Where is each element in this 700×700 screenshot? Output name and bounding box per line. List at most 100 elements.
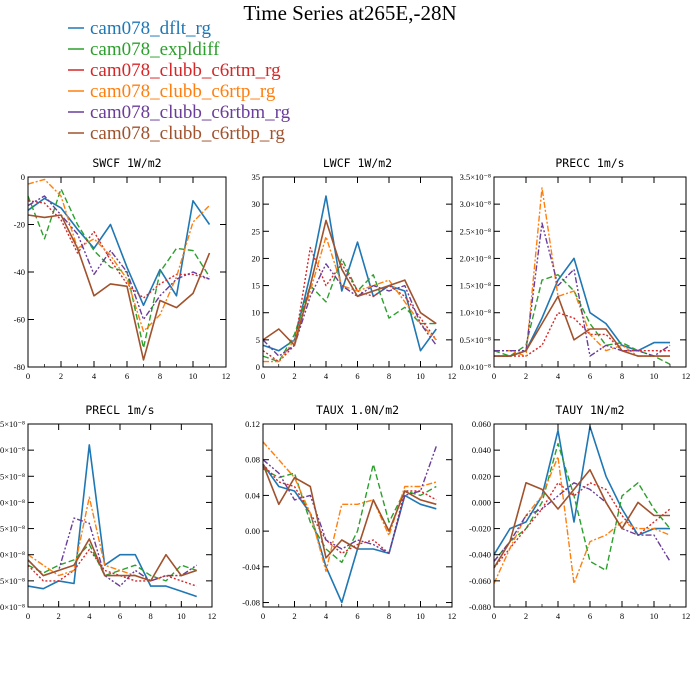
- y-tick-label: 35: [252, 172, 261, 182]
- chart-panel-2: LWCF 1W/m2 0 2 4 6 8 10 12 0 5 10 15 20 25 30 35: [252, 156, 457, 381]
- x-tick-label: 6: [588, 611, 592, 621]
- y-tick-label: 1.0×10⁻⁸: [460, 308, 491, 318]
- x-tick-label: 2: [292, 371, 296, 381]
- x-tick-label: 12: [448, 371, 457, 381]
- series-line-3: [262, 246, 437, 363]
- y-tick-label: -0.08: [242, 598, 260, 608]
- x-tick-label: 6: [118, 611, 122, 621]
- series-line-6: [494, 295, 670, 357]
- y-tick-label: 0.00: [245, 526, 260, 536]
- x-tick-label: 12: [448, 611, 457, 621]
- y-tick-label: 3.0×10⁻⁸: [460, 199, 491, 209]
- y-tick-label: 3.5×10⁻⁸: [0, 419, 25, 429]
- x-tick-label: 4: [556, 371, 561, 381]
- y-tick-label: 30: [252, 199, 261, 209]
- chart-panel-6: TAUY 1N/m2 0 2 4 6 8 10 12 -0.080 -0.060 -0.040 -0.…: [469, 403, 690, 621]
- panel-title: TAUY 1N/m2: [555, 403, 624, 417]
- legend-entry: cam078_expldiff: [90, 39, 220, 60]
- x-tick-label: 0: [261, 611, 265, 621]
- x-tick-label: 6: [125, 371, 129, 381]
- series-line-1: [27, 444, 197, 598]
- chart-panel-5: TAUX 1.0N/m2 0 2 4 6 8 10 12 -0.08 -0.04 0.00 0.04 0…: [242, 403, 456, 621]
- series-line-1: [493, 425, 670, 556]
- y-tick-label: 20: [252, 253, 261, 263]
- y-tick-label: 0.04: [245, 490, 261, 500]
- panel-title: PRECC 1m/s: [555, 156, 624, 170]
- x-tick-label: 4: [556, 611, 561, 621]
- series-line-1: [27, 197, 211, 307]
- series-line-4: [494, 187, 670, 357]
- chart-panel-3: PRECC 1m/s 0 2 4 6 8 10 12 0.0×10⁻⁸ 0.5×10⁻⁸ 1.0×1…: [460, 156, 691, 381]
- x-tick-label: 2: [524, 371, 528, 381]
- x-tick-label: 0: [261, 371, 265, 381]
- x-tick-label: 10: [650, 611, 659, 621]
- y-tick-label: -20: [14, 220, 25, 230]
- legend-entry: cam078_clubb_c6rtbm_rg: [90, 102, 291, 123]
- series-line-1: [494, 257, 670, 357]
- series-line-3: [262, 463, 437, 555]
- x-tick-label: 8: [620, 611, 624, 621]
- y-tick-label: 1.5×10⁻⁸: [0, 524, 25, 534]
- series-line-1: [262, 463, 437, 604]
- panel-title: PRECL 1m/s: [85, 403, 154, 417]
- y-tick-label: 3.5×10⁻⁸: [460, 172, 491, 182]
- legend-entry: cam078_clubb_c6rtbp_rg: [90, 123, 285, 144]
- x-tick-label: 12: [222, 371, 231, 381]
- x-tick-label: 2: [292, 611, 296, 621]
- y-tick-label: -60: [14, 315, 25, 325]
- series-line-2: [27, 188, 211, 349]
- y-tick-label: -0.04: [242, 562, 260, 572]
- panel-title: TAUX 1.0N/m2: [316, 403, 399, 417]
- y-tick-label: 0.040: [472, 445, 491, 455]
- panel-title: SWCF 1W/m2: [92, 156, 161, 170]
- y-tick-label: -0.040: [469, 550, 491, 560]
- y-tick-label: 3.0×10⁻⁸: [0, 445, 25, 455]
- x-tick-label: 0: [26, 611, 30, 621]
- series-line-5: [494, 222, 671, 357]
- series-line-2: [493, 442, 671, 572]
- x-tick-label: 8: [149, 611, 153, 621]
- figure-title: Time Series at265E,-28N: [243, 1, 456, 25]
- x-tick-label: 10: [416, 371, 425, 381]
- series-line-3: [494, 312, 670, 357]
- x-tick-label: 12: [208, 611, 217, 621]
- y-tick-label: 0.060: [472, 419, 491, 429]
- plot-frame: [262, 423, 453, 608]
- series-line-2: [493, 274, 671, 365]
- legend-entry: cam078_clubb_c6rtm_rg: [90, 60, 281, 81]
- y-tick-label: 10: [252, 308, 261, 318]
- y-tick-label: 5: [256, 335, 260, 345]
- y-tick-label: -80: [14, 362, 25, 372]
- y-tick-label: 0.0×10⁻⁸: [460, 362, 491, 372]
- x-tick-label: 8: [387, 371, 391, 381]
- y-tick-label: 0.5×10⁻⁸: [460, 335, 491, 345]
- y-tick-label: 2.5×10⁻⁸: [0, 471, 25, 481]
- x-tick-label: 2: [524, 611, 528, 621]
- y-tick-label: 0.000: [472, 497, 491, 507]
- series-line-3: [493, 482, 671, 569]
- y-tick-label: -40: [14, 267, 25, 277]
- x-tick-label: 6: [588, 371, 592, 381]
- y-tick-label: 0: [21, 172, 25, 182]
- y-tick-label: -0.020: [469, 524, 491, 534]
- x-tick-label: 4: [92, 371, 97, 381]
- series-line-6: [27, 538, 197, 582]
- series-line-3: [27, 200, 210, 299]
- y-tick-label: -0.080: [469, 602, 491, 612]
- x-tick-label: 8: [620, 371, 624, 381]
- plot-frame: [493, 176, 687, 368]
- series-line-4: [27, 178, 210, 333]
- x-tick-label: 10: [189, 371, 198, 381]
- chart-panel-1: SWCF 1W/m2 0 2 4 6 8 10 12 0 -20 -40 -60 -80: [14, 156, 231, 381]
- panels: SWCF 1W/m2 0 2 4 6 8 10 12 0 -20 -40 -60 -80 LWCF 1W/…: [0, 156, 690, 621]
- legend-entry: cam078_clubb_c6rtp_rg: [90, 81, 276, 102]
- y-tick-label: 2.0×10⁻⁸: [0, 497, 25, 507]
- series-line-6: [262, 463, 437, 559]
- y-tick-label: 25: [252, 226, 261, 236]
- x-tick-label: 0: [26, 371, 30, 381]
- series-line-5: [262, 263, 437, 357]
- series-line-6: [262, 219, 437, 347]
- series-line-5: [27, 195, 210, 321]
- x-tick-label: 8: [158, 371, 162, 381]
